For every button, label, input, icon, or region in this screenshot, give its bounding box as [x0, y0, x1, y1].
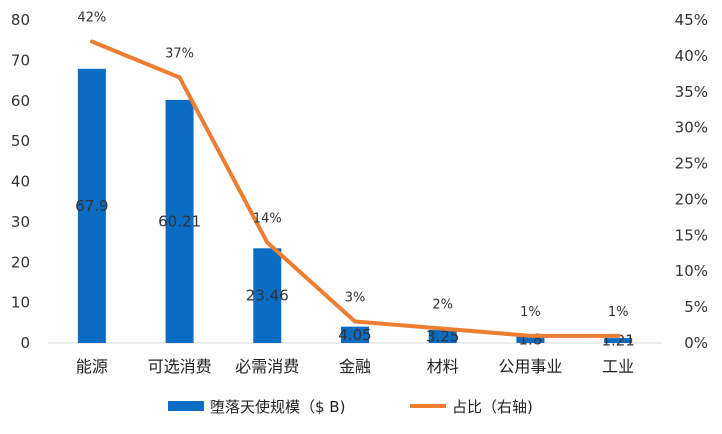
left-y-tick-label: 40 [11, 173, 30, 191]
x-axis-labels: 能源 可选消费 必需消费 金融 材料 公用事业 工业 [76, 357, 634, 376]
line-data-label: 3% [345, 290, 366, 305]
right-y-tick-label: 45% [675, 11, 708, 29]
right-y-axis: 0% 5% 10% 15% 20% 25% 30% 35% 40% 45% [675, 11, 708, 352]
line-data-label: 42% [77, 11, 106, 26]
bar [253, 248, 282, 343]
left-y-axis: 0 10 20 30 40 50 60 70 80 [11, 11, 30, 352]
bar-data-label: 4.05 [338, 326, 371, 344]
x-tick-label: 工业 [602, 357, 634, 376]
left-y-tick-label: 60 [11, 92, 30, 110]
right-y-tick-label: 5% [684, 298, 708, 316]
right-y-tick-label: 30% [675, 119, 708, 137]
bar-data-label: 3.25 [426, 327, 459, 345]
line-data-label: 37% [165, 46, 194, 61]
line-data-label: 1% [608, 305, 629, 320]
line-data-label: 2% [432, 298, 453, 313]
bar-data-label: 23.46 [246, 287, 289, 305]
bar-data-label: 67.9 [75, 197, 108, 215]
left-y-tick-label: 10 [11, 294, 30, 312]
x-tick-label: 公用事业 [498, 357, 562, 376]
bar [165, 99, 194, 343]
left-y-tick-label: 20 [11, 253, 30, 271]
x-tick-label: 材料 [427, 357, 459, 376]
line-series [89, 39, 621, 338]
bar [341, 326, 369, 343]
bar [604, 338, 633, 343]
right-y-tick-label: 0% [684, 334, 708, 352]
bar-series [77, 68, 633, 343]
left-y-tick-label: 70 [11, 51, 30, 69]
right-y-tick-label: 25% [675, 155, 708, 173]
line-data-label: 1% [520, 305, 541, 320]
right-y-tick-label: 40% [675, 47, 708, 65]
bar [516, 335, 545, 343]
line-data-labels: 42% 37% 14% 3% 2% 1% 1% [77, 11, 628, 320]
legend-bar-label: 堕落天使规模（$ B) [210, 398, 345, 416]
x-tick-label: 必需消费 [235, 357, 299, 376]
legend: 堕落天使规模（$ B) 占比（右轴) [168, 398, 533, 416]
line-path [89, 39, 621, 338]
right-y-tick-label: 10% [675, 262, 708, 280]
line-data-label: 14% [253, 212, 282, 227]
left-y-tick-label: 80 [11, 11, 30, 29]
left-y-tick-label: 30 [11, 213, 30, 231]
x-tick-label: 能源 [76, 357, 108, 376]
bar-data-label: 60.21 [158, 212, 201, 230]
legend-line-label: 占比（右轴) [452, 398, 533, 416]
right-y-tick-label: 20% [675, 190, 708, 208]
bar-data-label: 1.8 [518, 330, 542, 348]
left-y-tick-label: 0 [20, 334, 30, 352]
x-tick-label: 可选消费 [148, 357, 212, 376]
bar [77, 68, 106, 343]
x-tick-label: 金融 [339, 357, 371, 376]
right-y-tick-label: 35% [675, 83, 708, 101]
bar [428, 329, 457, 343]
legend-bar-swatch [168, 401, 204, 411]
right-y-tick-label: 15% [675, 226, 708, 244]
left-y-tick-label: 50 [11, 132, 30, 150]
